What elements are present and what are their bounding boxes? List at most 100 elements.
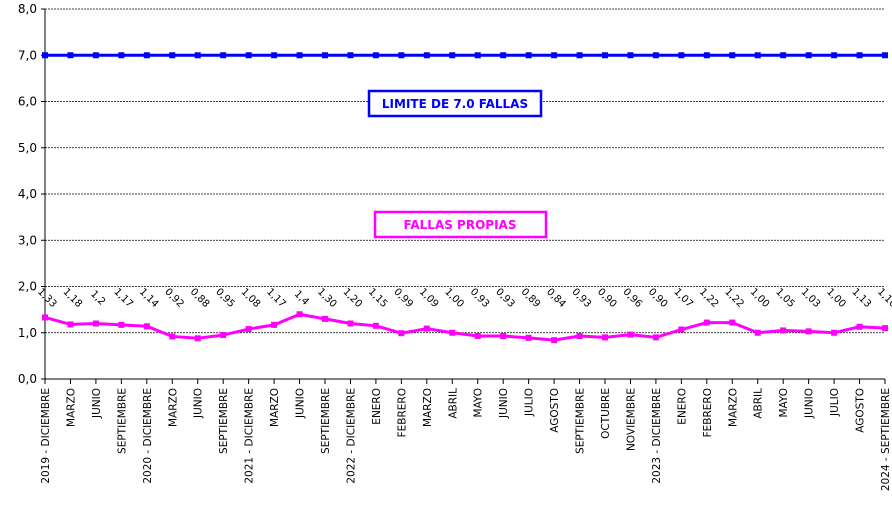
data-labels: 1,33 1,18 1,2 1,17 1,14 0,92 0,88 0,95 1,08 1,17 1… <box>35 286 892 310</box>
fallas-point <box>220 332 227 339</box>
limit-point <box>398 52 405 59</box>
data-label: 1,00 <box>824 286 848 310</box>
limit-point <box>602 52 608 59</box>
limit-point <box>551 52 558 59</box>
limit-point <box>118 52 125 59</box>
x-tick-label: 2021 - DICIEMBRE <box>244 388 256 484</box>
x-tick-label: 2019 - DICIEMBRE <box>40 388 52 484</box>
fallas-point <box>882 325 888 332</box>
data-label: 1,30 <box>315 286 339 310</box>
limit-point <box>627 52 634 59</box>
fallas-point <box>703 319 710 326</box>
limit-point <box>271 52 278 59</box>
fallas-point <box>347 320 354 327</box>
x-tick-label: JUNIO <box>193 388 205 419</box>
data-label: 1,07 <box>671 286 695 310</box>
fallas-point <box>576 332 583 339</box>
y-tick-label: 4,0 <box>18 187 37 201</box>
data-label: 0,90 <box>595 286 619 310</box>
data-label: 1,22 <box>722 286 746 310</box>
fallas-point <box>118 321 125 328</box>
x-tick-label: JUNIO <box>498 388 510 419</box>
data-label: 0,92 <box>162 286 186 310</box>
x-tick-label: MARZO <box>269 388 281 427</box>
limit-point <box>423 52 430 59</box>
data-label: 1,17 <box>111 286 135 310</box>
x-tick-label: ENERO <box>676 388 688 425</box>
limit-point <box>220 52 227 59</box>
fallas-point <box>652 334 659 341</box>
fallas-point <box>245 326 252 333</box>
x-tick-label: MARZO <box>167 388 179 427</box>
limit-point <box>703 52 710 59</box>
limit-point <box>678 52 685 59</box>
limit-annotation-text: LIMITE DE 7.0 FALLAS <box>382 97 528 111</box>
x-tick-label: JULIO <box>829 388 841 417</box>
limit-point <box>780 52 787 59</box>
limit-annotation-box <box>367 89 543 118</box>
fallas-point <box>423 325 430 332</box>
limit-point <box>67 52 74 59</box>
limit-point <box>474 52 481 59</box>
limit-point <box>245 52 252 59</box>
x-tick-label: ABRIL <box>753 388 765 419</box>
data-label: 1,14 <box>137 286 161 310</box>
limit-point <box>322 52 328 59</box>
limit-annotation: LIMITE DE 7.0 FALLAS <box>367 89 543 118</box>
x-axis: 2019 - DICIEMBRE MARZO JUNIO SEPTIEMBRE 2020… <box>40 378 892 491</box>
y-tick-label: 6,0 <box>18 95 37 109</box>
limit-point <box>882 52 888 59</box>
limit-point <box>194 52 201 59</box>
x-tick-label: JUNIO <box>295 388 307 419</box>
data-label: 1,18 <box>60 286 84 310</box>
data-label: 0,93 <box>468 286 492 310</box>
data-label: 0,95 <box>213 286 237 310</box>
data-label: 1,09 <box>417 286 441 310</box>
fallas-point <box>805 328 812 335</box>
x-tick-label: MARZO <box>65 388 77 427</box>
data-label: 0,93 <box>570 286 594 310</box>
x-tick-label: AGOSTO <box>855 388 867 433</box>
data-label: 0,93 <box>493 286 517 310</box>
data-label: 1,00 <box>442 286 466 310</box>
fallas-point <box>602 334 608 341</box>
x-tick-label: JULIO <box>524 388 536 417</box>
data-label: 1,03 <box>799 286 823 310</box>
x-tick-label: OCTUBRE <box>600 388 612 439</box>
data-label: 1,33 <box>35 286 59 310</box>
x-tick-label: JUNIO <box>804 388 816 419</box>
y-tick-label: 5,0 <box>18 141 37 155</box>
data-label: 1,10 <box>875 286 892 310</box>
fallas-point <box>296 311 303 318</box>
fallas-point <box>67 321 74 328</box>
limit-point <box>372 52 379 59</box>
x-tick-label: 2023 - DICIEMBRE <box>651 388 663 484</box>
fallas-point <box>92 320 99 327</box>
data-label: 0,89 <box>519 286 543 310</box>
x-tick-label: MAYO <box>473 388 485 418</box>
data-label: 1,4 <box>292 289 311 308</box>
fallas-point <box>322 315 328 322</box>
x-tick-label: SEPTIEMBRE <box>575 388 587 454</box>
limit-point <box>169 52 176 59</box>
data-label: 0,90 <box>646 286 670 310</box>
fallas-point <box>169 333 176 340</box>
limit-point <box>500 52 507 59</box>
limit-point <box>754 52 761 59</box>
data-label: 1,2 <box>88 289 107 308</box>
fallas-point <box>856 323 863 330</box>
fallas-point <box>831 329 838 336</box>
data-label: 1,00 <box>748 286 772 310</box>
limit-point <box>652 52 659 59</box>
data-label: 0,84 <box>544 286 568 310</box>
limit-point <box>42 52 48 59</box>
limit-point <box>576 52 583 59</box>
data-label: 1,17 <box>264 286 288 310</box>
limit-point <box>805 52 812 59</box>
limit-point <box>92 52 99 59</box>
data-label: 1,22 <box>697 286 721 310</box>
fallas-point <box>780 327 787 334</box>
data-label: 0,96 <box>620 286 644 310</box>
fallas-annotation-box <box>373 210 548 239</box>
